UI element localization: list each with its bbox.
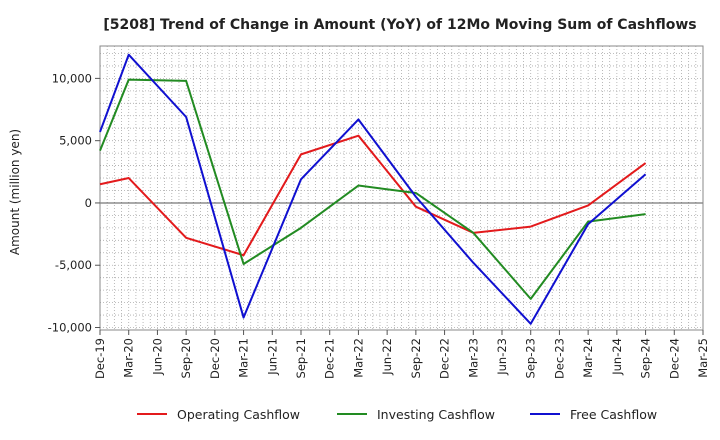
y-tick-label: -5,000: [55, 258, 92, 272]
x-tick-label: Sep-22: [409, 338, 423, 378]
x-tick-label: Sep-20: [179, 338, 193, 378]
x-tick-label: Mar-25: [696, 338, 710, 378]
y-axis-label: Amount (million yen): [8, 129, 22, 255]
x-tick-label: Jun-20: [150, 338, 164, 376]
x-tick-label: Mar-20: [122, 338, 136, 378]
chart-title: [5208] Trend of Change in Amount (YoY) o…: [103, 17, 696, 33]
x-tick-label: Dec-20: [208, 338, 222, 379]
y-tick-label: 5,000: [59, 134, 92, 148]
series-lines: [99, 53, 647, 325]
x-tick-label: Dec-21: [323, 338, 337, 379]
x-axis-ticks: Dec-19 Mar-20 Jun-20 Sep-20 Dec-20 Mar-21 Jun-…: [93, 330, 710, 379]
x-tick-label: Mar-23: [466, 338, 480, 378]
operating-cashflow-legend-label: Operating Cashflow: [177, 407, 300, 422]
y-tick-label: -10,000: [48, 321, 92, 335]
x-tick-label: Jun-23: [495, 338, 509, 376]
x-tick-label: Sep-24: [639, 338, 653, 378]
x-tick-label: Jun-21: [265, 338, 279, 376]
x-tick-label: Mar-22: [351, 338, 365, 378]
x-tick-label: Dec-23: [552, 338, 566, 379]
x-tick-label: Dec-22: [438, 338, 452, 379]
x-tick-label: Mar-21: [237, 338, 251, 378]
x-tick-label: Dec-24: [667, 338, 681, 379]
investing-cashflow-line: [99, 78, 646, 300]
x-tick-label: Dec-19: [93, 338, 107, 379]
x-tick-label: Sep-23: [524, 338, 538, 378]
x-tick-label: Jun-22: [380, 338, 394, 376]
investing-cashflow-legend-label: Investing Cashflow: [377, 407, 495, 422]
x-tick-label: Mar-24: [581, 338, 595, 378]
plot-frame: [99, 45, 704, 331]
free-cashflow-line: [99, 53, 647, 325]
y-axis-ticks: -10,000 -5,000 0 5,000 10,000: [48, 71, 100, 335]
y-tick-label: 0: [85, 196, 92, 210]
x-tick-label: Sep-21: [294, 338, 308, 378]
operating-cashflow-line: [99, 134, 647, 257]
free-cashflow-legend-label: Free Cashflow: [570, 407, 657, 422]
legend: Operating Cashflow Investing Cashflow Free…: [137, 407, 657, 422]
y-tick-label: 10,000: [52, 71, 92, 85]
x-tick-label: Jun-24: [610, 338, 624, 376]
